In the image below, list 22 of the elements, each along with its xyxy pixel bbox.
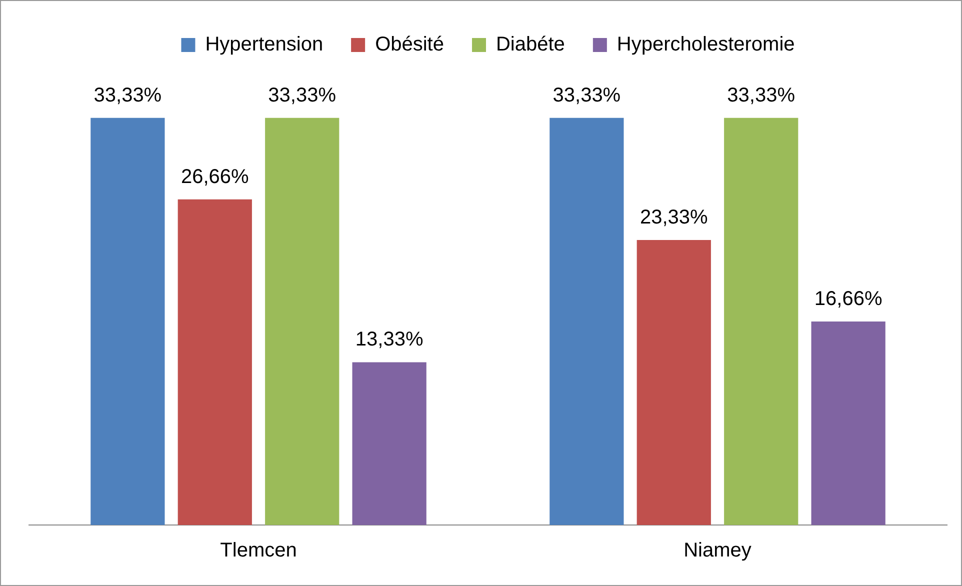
bar [724, 118, 798, 525]
data-label: 26,66% [180, 166, 250, 188]
data-label: 33,33% [727, 84, 796, 106]
bar [636, 240, 711, 525]
data-label: 13,33% [355, 328, 424, 351]
bar [550, 118, 624, 525]
legend-label: Hypercholesteromie [616, 34, 795, 56]
legend-label: Diabéte [496, 34, 565, 56]
bar [265, 118, 340, 525]
data-label: 33,33% [94, 84, 162, 106]
x-tick-label: Tlemcen [220, 540, 297, 562]
bar [90, 118, 165, 525]
data-label: 16,66% [814, 288, 882, 310]
bar [811, 322, 886, 525]
data-label: 23,33% [640, 206, 708, 229]
data-label: 33,33% [552, 84, 621, 106]
data-label: 33,33% [268, 84, 336, 106]
bar [178, 199, 252, 525]
legend-label: Hypertension [205, 34, 324, 56]
legend-label: Obésité [375, 34, 444, 56]
bar [352, 362, 426, 525]
x-tick-label: Niamey [684, 540, 752, 562]
